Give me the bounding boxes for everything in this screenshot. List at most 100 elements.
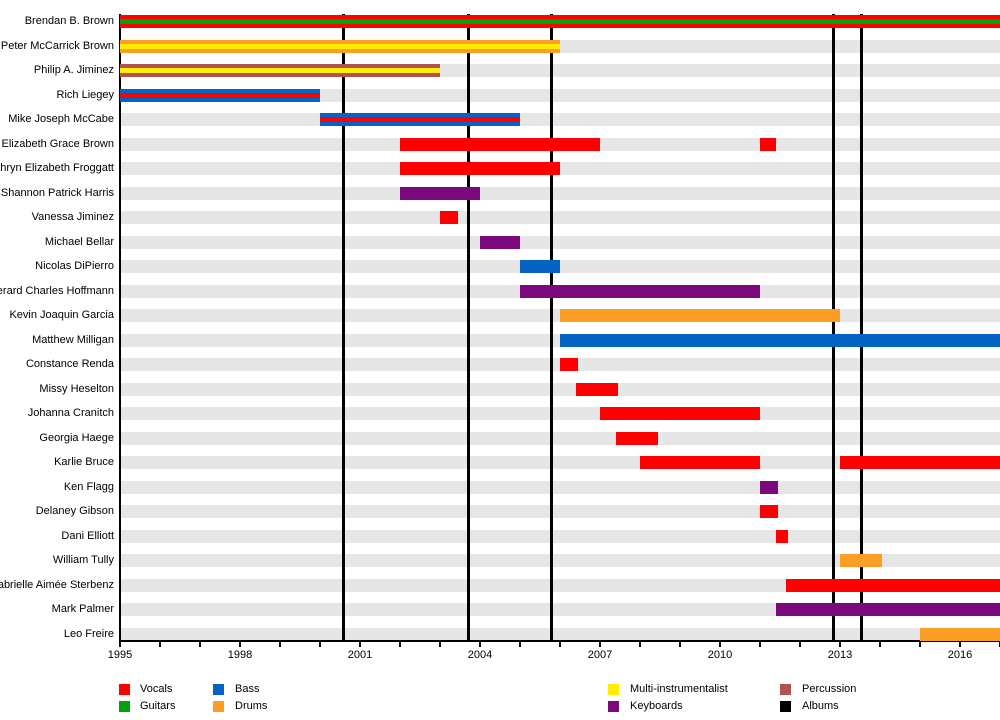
axis-tick bbox=[239, 642, 241, 647]
legend-label-drums: Drums bbox=[235, 700, 268, 712]
axis-tick bbox=[799, 642, 801, 647]
axis-year-label: 2007 bbox=[587, 649, 613, 661]
member-row-track bbox=[120, 554, 1000, 567]
album-release-line bbox=[550, 14, 553, 642]
member-label: Kevin Joaquin Garcia bbox=[9, 309, 114, 321]
member-label: Gabrielle Aimée Sterbenz bbox=[0, 579, 114, 591]
legend-swatch-multi_instrumentalist bbox=[608, 684, 619, 695]
timeline-bar-drums bbox=[840, 554, 882, 567]
member-label: Nicolas DiPierro bbox=[35, 260, 114, 272]
member-label: Leo Freire bbox=[63, 628, 114, 640]
y-axis-line bbox=[119, 14, 121, 642]
member-label: Mike Joseph McCabe bbox=[8, 113, 114, 125]
member-label: Johanna Cranitch bbox=[27, 407, 114, 419]
member-label: Peter McCarrick Brown bbox=[0, 40, 114, 52]
album-release-line bbox=[832, 14, 835, 642]
axis-tick bbox=[679, 642, 681, 647]
legend-swatch-albums bbox=[780, 701, 791, 712]
legend-swatch-percussion bbox=[780, 684, 791, 695]
legend-label-vocals: Vocals bbox=[140, 683, 173, 695]
timeline-bar-vocals bbox=[120, 15, 1000, 28]
timeline-bar-bass bbox=[560, 334, 1000, 347]
secondary-instrument-stripe-multi_instrumentalist bbox=[120, 68, 440, 73]
legend-swatch-drums bbox=[213, 701, 224, 712]
timeline-bar-keyboards bbox=[520, 285, 760, 298]
member-label: Constance Renda bbox=[25, 358, 114, 370]
timeline-bar-keyboards bbox=[480, 236, 520, 249]
album-release-line bbox=[342, 14, 345, 642]
member-label: Rich Liegey bbox=[56, 89, 114, 101]
member-label: Ken Flagg bbox=[63, 481, 114, 493]
axis-tick bbox=[759, 642, 761, 647]
secondary-instrument-stripe-vocals bbox=[120, 93, 320, 98]
member-row-track bbox=[120, 628, 1000, 641]
axis-tick bbox=[519, 642, 521, 647]
axis-year-label: 2016 bbox=[947, 649, 973, 661]
timeline-bar-vocals bbox=[576, 383, 618, 396]
legend-label-guitars: Guitars bbox=[140, 700, 176, 712]
axis-tick bbox=[199, 642, 201, 647]
member-row-track bbox=[120, 481, 1000, 494]
axis-tick bbox=[279, 642, 281, 647]
timeline-bar-vocals bbox=[440, 211, 458, 224]
secondary-instrument-stripe-vocals bbox=[320, 117, 520, 122]
axis-year-label: 2013 bbox=[827, 649, 853, 661]
timeline-bar-keyboards bbox=[776, 603, 1000, 616]
axis-tick bbox=[359, 642, 361, 647]
member-row-track bbox=[120, 530, 1000, 543]
member-row-track bbox=[120, 260, 1000, 273]
axis-tick bbox=[119, 642, 121, 647]
timeline-bar-drums bbox=[560, 309, 840, 322]
member-row-track bbox=[120, 407, 1000, 420]
axis-year-label: 2010 bbox=[707, 649, 733, 661]
member-label: Kathryn Elizabeth Froggatt bbox=[0, 162, 114, 174]
secondary-instrument-stripe-guitars bbox=[120, 19, 1000, 24]
axis-year-label: 2001 bbox=[347, 649, 373, 661]
member-row-track bbox=[120, 432, 1000, 445]
timeline-bar-drums bbox=[920, 628, 1000, 641]
axis-tick bbox=[159, 642, 161, 647]
member-label: Shannon Patrick Harris bbox=[0, 187, 114, 199]
axis-tick bbox=[959, 642, 961, 647]
axis-year-label: 1995 bbox=[107, 649, 133, 661]
member-row-track bbox=[120, 383, 1000, 396]
axis-tick bbox=[719, 642, 721, 647]
member-row-track bbox=[120, 505, 1000, 518]
legend-swatch-guitars bbox=[119, 701, 130, 712]
legend-swatch-vocals bbox=[119, 684, 130, 695]
timeline-bar-drums bbox=[120, 40, 560, 53]
axis-tick bbox=[839, 642, 841, 647]
axis-tick bbox=[399, 642, 401, 647]
timeline-bar-vocals bbox=[776, 530, 788, 543]
secondary-instrument-stripe-multi_instrumentalist bbox=[120, 44, 560, 49]
timeline-bar-vocals bbox=[400, 162, 560, 175]
member-row-track bbox=[120, 187, 1000, 200]
timeline-bar-vocals bbox=[400, 138, 600, 151]
x-axis-line bbox=[119, 640, 1000, 642]
timeline-bar-vocals bbox=[616, 432, 658, 445]
axis-year-label: 2004 bbox=[467, 649, 493, 661]
member-label: Matthew Milligan bbox=[32, 334, 114, 346]
timeline-bar-vocals bbox=[760, 505, 778, 518]
timeline-bar-vocals bbox=[786, 579, 1000, 592]
member-label: Missy Heselton bbox=[39, 383, 114, 395]
timeline-bar-keyboards bbox=[400, 187, 480, 200]
member-label: Vanessa Jiminez bbox=[31, 211, 114, 223]
axis-tick bbox=[919, 642, 921, 647]
member-label: Dani Elliott bbox=[61, 530, 114, 542]
member-label: Mark Palmer bbox=[51, 603, 114, 615]
legend-label-bass: Bass bbox=[235, 683, 260, 695]
axis-year-label: 1998 bbox=[227, 649, 253, 661]
member-row-track bbox=[120, 89, 1000, 102]
axis-tick bbox=[479, 642, 481, 647]
axis-tick bbox=[639, 642, 641, 647]
member-label: Georgia Haege bbox=[39, 432, 114, 444]
member-row-track bbox=[120, 113, 1000, 126]
legend-swatch-keyboards bbox=[608, 701, 619, 712]
axis-tick bbox=[319, 642, 321, 647]
timeline-bar-vocals bbox=[640, 456, 760, 469]
member-label: Philip A. Jiminez bbox=[33, 64, 114, 76]
member-row-track bbox=[120, 236, 1000, 249]
